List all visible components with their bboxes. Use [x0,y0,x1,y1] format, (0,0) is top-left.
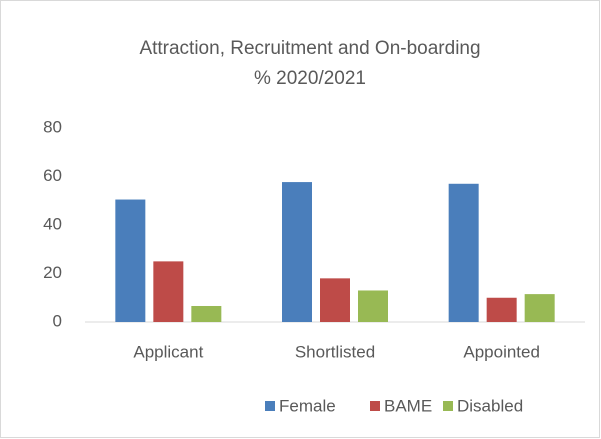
y-tick-label: 20 [43,263,62,282]
bar [486,297,517,322]
y-tick-label: 80 [43,117,62,136]
bar [115,199,146,322]
legend-label: Female [279,396,336,415]
bar [448,183,479,322]
bar [524,294,555,322]
x-tick-label: Shortlisted [295,342,375,361]
legend-label: BAME [384,396,432,415]
bar [191,305,222,322]
chart-title: Attraction, Recruitment and On-boarding [139,38,480,59]
legend-swatch [443,401,453,411]
bar [282,182,312,322]
legend-swatch [370,401,380,411]
bar [358,290,388,322]
x-tick-label: Applicant [133,342,203,361]
y-tick-label: 60 [43,166,62,185]
bar [320,278,350,322]
bar [153,261,184,322]
chart-title: % 2020/2021 [254,68,366,89]
y-tick-label: 40 [43,214,62,233]
x-tick-label: Appointed [463,342,540,361]
legend-swatch [265,401,275,411]
legend-label: Disabled [457,396,523,415]
y-tick-label: 0 [53,311,62,330]
